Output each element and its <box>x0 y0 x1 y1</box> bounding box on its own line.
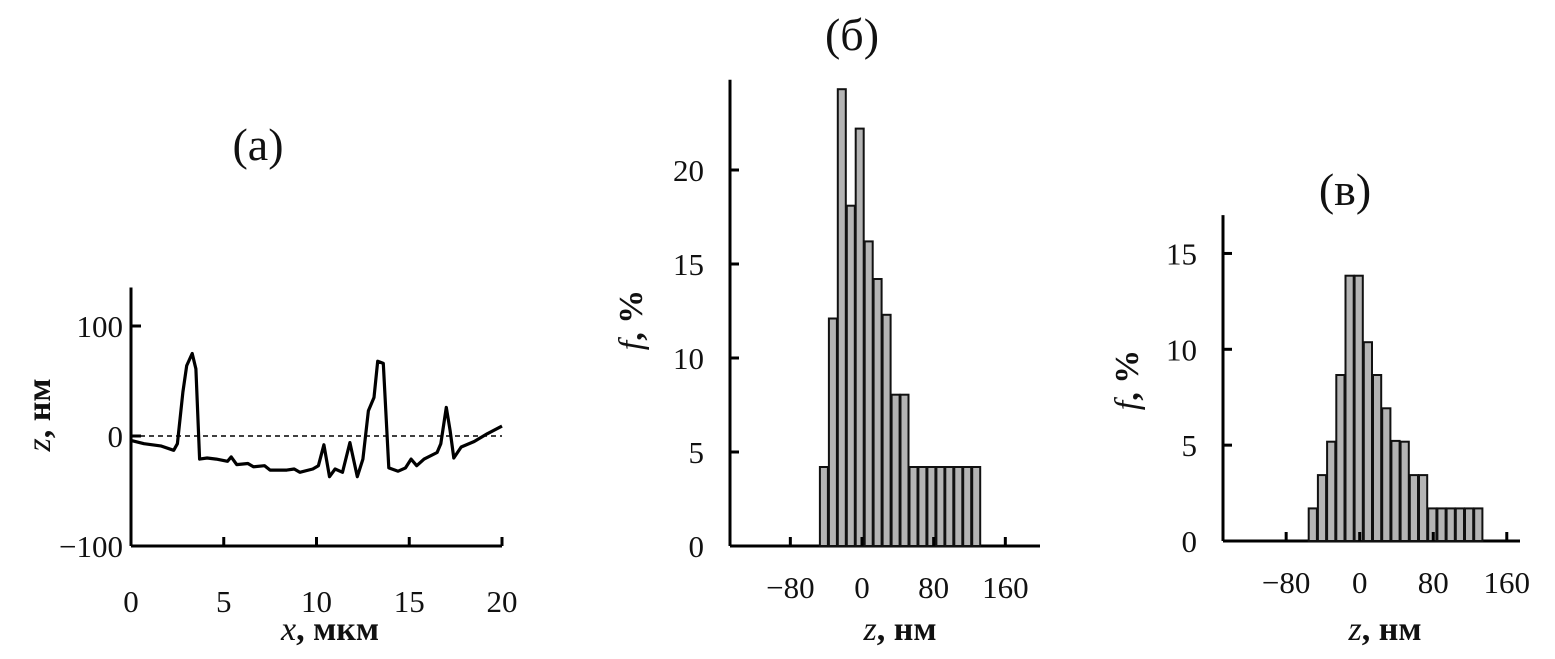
histogram-bar <box>1436 507 1447 542</box>
histogram-bar <box>971 466 982 547</box>
histogram-bar <box>1362 341 1374 543</box>
histogram-bar <box>1454 507 1466 542</box>
x-axis-unit: , мкм <box>296 611 379 648</box>
histogram-bar <box>908 466 919 547</box>
y-tick-label: 15 <box>673 247 704 282</box>
x-tick-label: 0 <box>854 570 870 605</box>
y-tick-label: 0 <box>689 529 705 564</box>
histogram-bar <box>962 466 973 547</box>
x-tick-label: −80 <box>1262 565 1310 600</box>
histogram-bar <box>1307 507 1318 542</box>
histogram-bar <box>1408 474 1420 543</box>
y-tick-label: 0 <box>108 419 124 454</box>
histogram-bar <box>1335 374 1346 542</box>
y-axis-label: f, % <box>1109 350 1146 410</box>
x-tick-label: 5 <box>216 584 232 619</box>
histogram-bar <box>1326 440 1337 543</box>
height-profile-line <box>130 351 503 479</box>
x-axis-unit: , нм <box>877 611 937 648</box>
histogram-bar <box>1445 507 1456 542</box>
panel-a-title: (а) <box>232 119 283 170</box>
y-tick-label: 15 <box>1166 236 1197 271</box>
x-axis-label: z, нм <box>1348 611 1422 648</box>
x-tick-label: 80 <box>918 570 949 605</box>
y-tick-label: 20 <box>673 153 704 188</box>
x-tick-label: 15 <box>394 584 425 619</box>
y-axis-variable: z <box>21 438 58 452</box>
y-axis-unit: , % <box>613 290 650 341</box>
x-axis-label: z, нм <box>863 611 937 648</box>
histogram-bar <box>845 204 856 547</box>
histogram-bar <box>1418 474 1429 543</box>
histogram-bar <box>899 393 910 548</box>
histogram-bar <box>836 88 847 547</box>
panel-c-title: (в) <box>1319 164 1371 215</box>
histogram-bar <box>926 466 937 547</box>
x-tick-label: 160 <box>1484 565 1531 600</box>
panel-b-title: (б) <box>825 9 879 60</box>
histogram-bar <box>944 466 955 547</box>
y-axis-label: f, % <box>613 290 650 350</box>
y-axis-unit: , нм <box>21 379 58 439</box>
y-tick-label: 10 <box>673 341 704 376</box>
x-tick-label: 80 <box>1418 565 1449 600</box>
histogram-bar <box>1399 440 1410 543</box>
x-tick-label: 0 <box>123 584 139 619</box>
histogram-bar <box>863 240 874 547</box>
histogram-bar <box>872 278 883 547</box>
histogram-bar <box>1473 507 1484 542</box>
histogram-bar <box>1353 274 1364 542</box>
x-tick-label: 160 <box>982 570 1029 605</box>
x-axis-unit: , нм <box>1362 611 1422 648</box>
histogram-bar <box>1316 474 1328 543</box>
panel-c-histogram: −80 0 80 160 0 5 10 15 (в) z, нм f, % <box>1109 164 1530 648</box>
histogram-bar <box>881 313 892 547</box>
histogram-bar <box>917 466 928 547</box>
y-tick-label: 10 <box>1166 332 1197 367</box>
x-tick-label: 20 <box>487 584 518 619</box>
histogram-bar <box>854 127 865 547</box>
histogram-bar <box>1390 439 1401 542</box>
histogram-bar <box>953 466 964 547</box>
x-tick-label: −80 <box>766 570 814 605</box>
histogram-bar <box>1464 507 1475 542</box>
histogram-bar <box>1344 274 1355 542</box>
histogram-bar <box>890 393 901 548</box>
x-tick-label: 0 <box>1352 565 1368 600</box>
x-axis-variable: z <box>1348 611 1362 648</box>
y-tick-label: −100 <box>59 529 123 564</box>
y-tick-label: 5 <box>689 435 705 470</box>
histogram-bar <box>1381 407 1392 542</box>
x-tick-label: 10 <box>301 584 332 619</box>
y-axis-label: z, нм <box>21 379 58 453</box>
y-tick-label: 5 <box>1182 428 1198 463</box>
x-axis-variable: z <box>863 611 877 648</box>
x-axis-label: x, мкм <box>280 611 379 648</box>
histogram-bar <box>818 466 829 547</box>
x-axis-variable: x <box>280 611 296 648</box>
histogram-bar <box>827 317 838 547</box>
y-axis-unit: , % <box>1109 350 1146 401</box>
y-tick-label: 0 <box>1182 524 1198 559</box>
histogram-bar <box>935 466 946 547</box>
histogram-bar <box>1372 374 1383 542</box>
panel-b-histogram: −80 0 80 160 0 5 10 15 20 (б) z, нм f, % <box>613 9 1040 648</box>
y-tick-label: 100 <box>77 309 124 344</box>
